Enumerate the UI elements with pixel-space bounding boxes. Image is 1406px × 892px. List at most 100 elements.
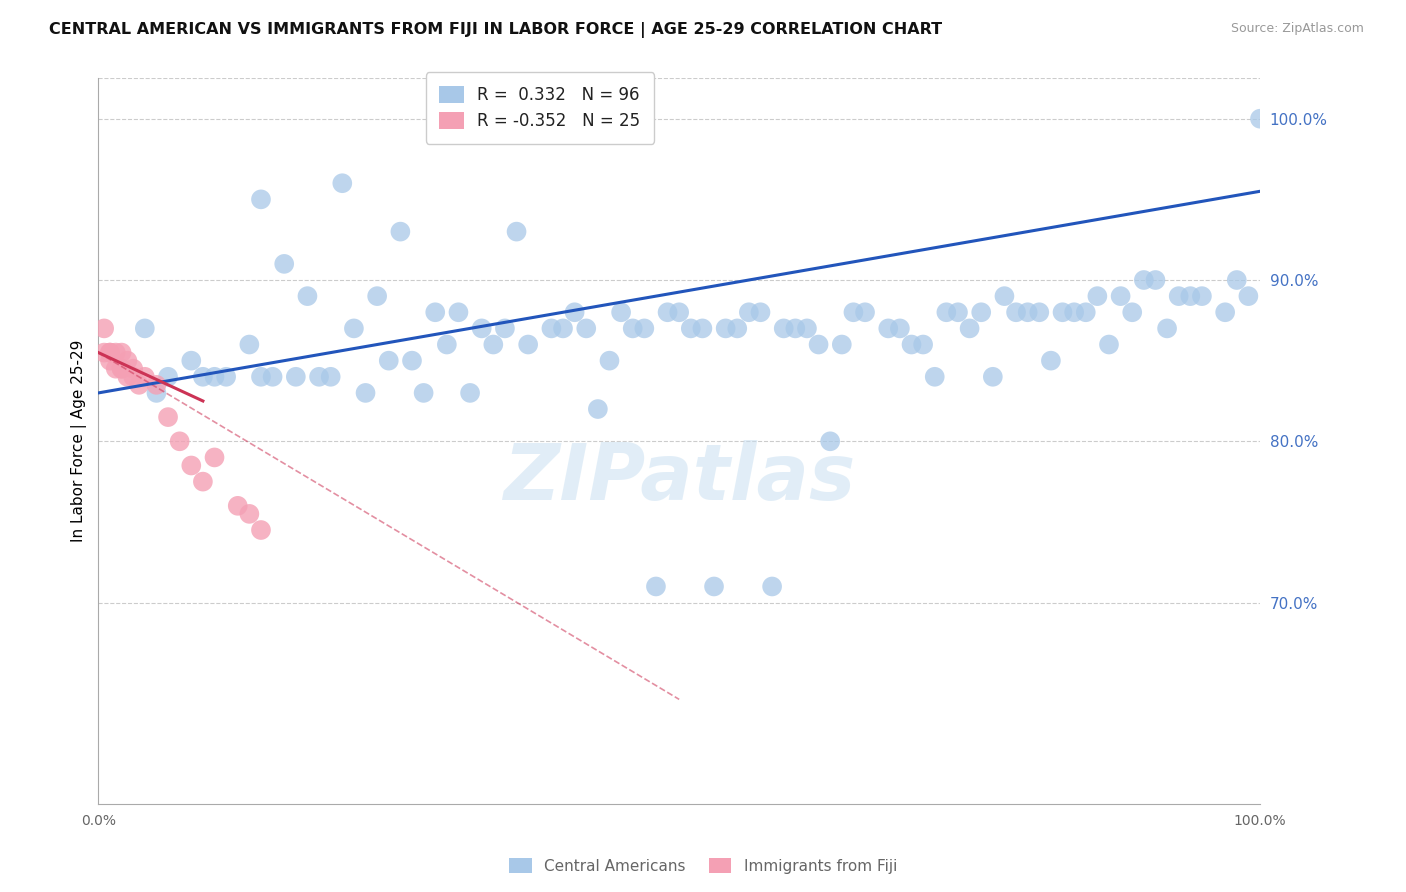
Point — [250, 192, 273, 206]
Point — [110, 361, 132, 376]
Point — [191, 475, 214, 489]
Point — [134, 369, 156, 384]
Point — [1098, 337, 1121, 351]
Point — [250, 369, 273, 384]
Point — [425, 305, 447, 319]
Legend: R =  0.332   N = 96, R = -0.352   N = 25: R = 0.332 N = 96, R = -0.352 N = 25 — [426, 72, 654, 144]
Point — [657, 305, 679, 319]
Legend: Central Americans, Immigrants from Fiji: Central Americans, Immigrants from Fiji — [503, 852, 903, 880]
Point — [157, 369, 180, 384]
Point — [575, 321, 598, 335]
Point — [772, 321, 794, 335]
Point — [912, 337, 935, 351]
Point — [180, 353, 202, 368]
Point — [93, 321, 115, 335]
Point — [412, 385, 434, 400]
Point — [262, 369, 284, 384]
Point — [191, 369, 214, 384]
Point — [1085, 289, 1108, 303]
Point — [842, 305, 865, 319]
Point — [389, 225, 412, 239]
Point — [110, 361, 132, 376]
Point — [117, 369, 139, 384]
Point — [981, 369, 1004, 384]
Point — [970, 305, 993, 319]
Point — [796, 321, 818, 335]
Point — [122, 369, 145, 384]
Point — [586, 402, 609, 417]
Point — [1052, 305, 1074, 319]
Point — [877, 321, 900, 335]
Point — [145, 377, 167, 392]
Point — [308, 369, 330, 384]
Point — [204, 450, 226, 465]
Point — [807, 337, 830, 351]
Point — [692, 321, 714, 335]
Point — [540, 321, 562, 335]
Point — [935, 305, 957, 319]
Point — [1074, 305, 1097, 319]
Point — [993, 289, 1015, 303]
Point — [128, 377, 150, 392]
Point — [145, 385, 167, 400]
Point — [725, 321, 748, 335]
Point — [645, 579, 668, 593]
Point — [494, 321, 516, 335]
Point — [117, 353, 139, 368]
Text: Source: ZipAtlas.com: Source: ZipAtlas.com — [1230, 22, 1364, 36]
Point — [1156, 321, 1178, 335]
Point — [169, 434, 191, 449]
Point — [564, 305, 586, 319]
Point — [529, 112, 551, 126]
Text: CENTRAL AMERICAN VS IMMIGRANTS FROM FIJI IN LABOR FORCE | AGE 25-29 CORRELATION : CENTRAL AMERICAN VS IMMIGRANTS FROM FIJI… — [49, 22, 942, 38]
Point — [517, 337, 540, 351]
Point — [273, 257, 295, 271]
Point — [104, 361, 127, 376]
Point — [238, 337, 260, 351]
Point — [738, 305, 761, 319]
Point — [1017, 305, 1039, 319]
Point — [1028, 305, 1050, 319]
Point — [98, 353, 121, 368]
Point — [598, 353, 620, 368]
Point — [354, 385, 377, 400]
Point — [1180, 289, 1202, 303]
Point — [471, 321, 494, 335]
Point — [959, 321, 981, 335]
Point — [668, 305, 690, 319]
Point — [633, 321, 655, 335]
Point — [238, 507, 260, 521]
Point — [366, 289, 388, 303]
Point — [1109, 289, 1132, 303]
Point — [110, 345, 132, 359]
Point — [204, 369, 226, 384]
Point — [924, 369, 946, 384]
Point — [551, 321, 574, 335]
Point — [226, 499, 249, 513]
Point — [831, 337, 853, 351]
Point — [297, 289, 319, 303]
Point — [749, 305, 772, 319]
Point — [93, 345, 115, 359]
Point — [98, 345, 121, 359]
Point — [343, 321, 366, 335]
Point — [180, 458, 202, 473]
Point — [482, 337, 505, 351]
Point — [134, 321, 156, 335]
Point — [1005, 305, 1028, 319]
Point — [818, 434, 841, 449]
Point — [215, 369, 238, 384]
Point — [853, 305, 876, 319]
Point — [378, 353, 401, 368]
Point — [122, 361, 145, 376]
Point — [621, 321, 644, 335]
Point — [436, 337, 458, 351]
Point — [714, 321, 737, 335]
Point — [1144, 273, 1167, 287]
Point — [505, 225, 527, 239]
Point — [1133, 273, 1156, 287]
Point — [946, 305, 969, 319]
Point — [458, 385, 481, 400]
Point — [1167, 289, 1189, 303]
Point — [703, 579, 725, 593]
